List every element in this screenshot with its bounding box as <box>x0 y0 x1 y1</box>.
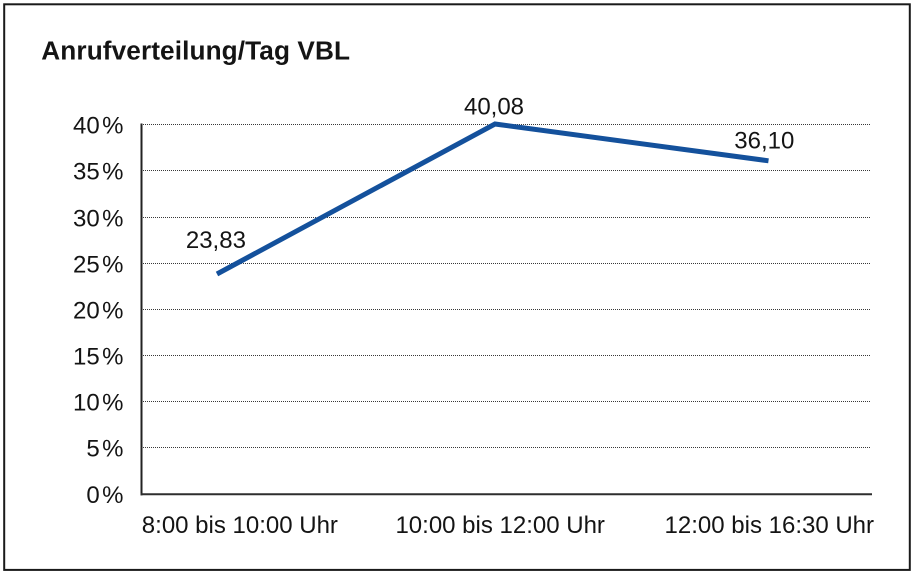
svg-text:15%: 15% <box>73 344 123 371</box>
svg-text:40,08: 40,08 <box>464 93 524 120</box>
svg-text:12:00 bis 16:30 Uhr: 12:00 bis 16:30 Uhr <box>665 512 874 539</box>
svg-text:Anrufverteilung/Tag VBL: Anrufverteilung/Tag VBL <box>41 36 350 66</box>
svg-text:36,10: 36,10 <box>734 127 794 154</box>
svg-text:35%: 35% <box>73 159 123 186</box>
svg-text:5%: 5% <box>86 436 123 463</box>
svg-text:23,83: 23,83 <box>186 227 246 254</box>
svg-text:10%: 10% <box>73 390 123 417</box>
svg-text:10:00 bis 12:00 Uhr: 10:00 bis 12:00 Uhr <box>395 512 604 539</box>
svg-text:8:00 bis 10:00 Uhr: 8:00 bis 10:00 Uhr <box>142 512 338 539</box>
svg-text:30%: 30% <box>73 206 123 233</box>
svg-text:40%: 40% <box>73 113 123 140</box>
svg-text:25%: 25% <box>73 252 123 279</box>
svg-text:0%: 0% <box>86 482 123 509</box>
svg-text:20%: 20% <box>73 298 123 325</box>
